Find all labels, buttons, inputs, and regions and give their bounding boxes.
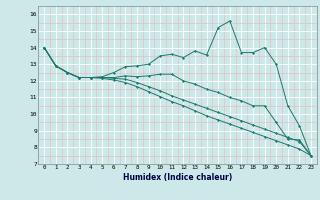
X-axis label: Humidex (Indice chaleur): Humidex (Indice chaleur) [123,173,232,182]
